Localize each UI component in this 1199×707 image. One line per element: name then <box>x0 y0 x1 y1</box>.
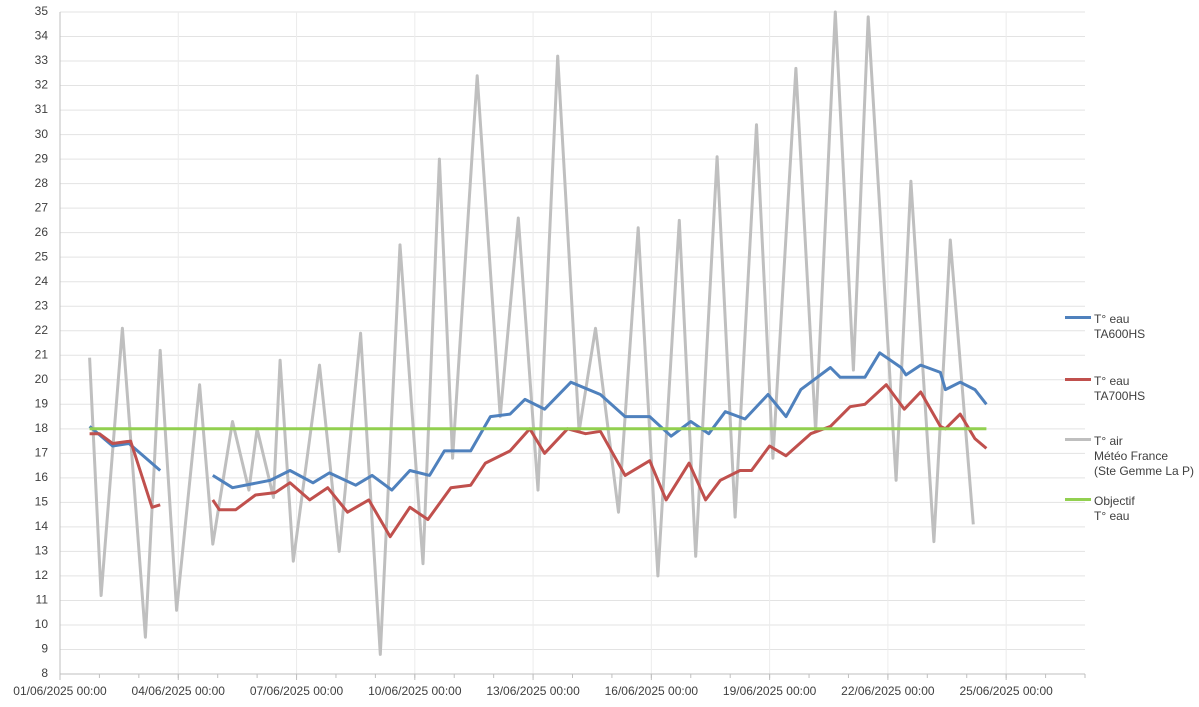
x-tick-label: 16/06/2025 00:00 <box>605 684 699 698</box>
y-tick-label: 22 <box>35 323 49 337</box>
y-tick-label: 32 <box>35 78 49 92</box>
y-tick-label: 24 <box>35 274 49 288</box>
x-tick-label: 04/06/2025 00:00 <box>132 684 226 698</box>
legend-swatch <box>1065 438 1091 441</box>
legend-swatch <box>1065 378 1091 381</box>
y-tick-label: 12 <box>35 568 49 582</box>
y-tick-label: 9 <box>41 642 48 656</box>
y-tick-label: 33 <box>35 53 49 67</box>
y-tick-label: 17 <box>35 446 49 460</box>
x-tick-label: 01/06/2025 00:00 <box>13 684 107 698</box>
y-tick-label: 13 <box>35 544 49 558</box>
y-tick-label: 15 <box>35 495 49 509</box>
y-tick-label: 21 <box>35 347 49 361</box>
y-tick-label: 10 <box>35 617 49 631</box>
y-tick-label: 28 <box>35 176 49 190</box>
y-tick-label: 23 <box>35 298 49 312</box>
series-line <box>88 10 975 656</box>
x-tick-label: 22/06/2025 00:00 <box>841 684 935 698</box>
y-tick-label: 18 <box>35 421 49 435</box>
y-tick-label: 30 <box>35 127 49 141</box>
legend-label: Objectif T° eau <box>1094 494 1135 523</box>
x-tick-label: 19/06/2025 00:00 <box>723 684 817 698</box>
y-tick-label: 29 <box>35 151 49 165</box>
x-tick-label: 10/06/2025 00:00 <box>368 684 462 698</box>
y-tick-label: 20 <box>35 372 49 386</box>
y-tick-label: 14 <box>35 519 49 533</box>
x-tick-label: 25/06/2025 00:00 <box>959 684 1053 698</box>
legend-label: T° air Météo France (Ste Gemme La P) <box>1094 434 1195 478</box>
y-tick-label: 31 <box>35 102 49 116</box>
legend-label: T° eau TA600HS <box>1094 312 1146 341</box>
y-tick-label: 8 <box>41 666 48 680</box>
series-line <box>89 383 988 539</box>
legend-label: T° eau TA700HS <box>1094 374 1146 403</box>
y-tick-label: 16 <box>35 470 49 484</box>
x-tick-label: 13/06/2025 00:00 <box>486 684 580 698</box>
y-tick-label: 11 <box>36 593 49 607</box>
y-tick-label: 35 <box>35 4 49 18</box>
y-tick-label: 25 <box>35 249 49 263</box>
x-tick-label: 07/06/2025 00:00 <box>250 684 344 698</box>
legend-swatch <box>1065 498 1091 501</box>
y-tick-label: 19 <box>35 396 49 410</box>
y-tick-label: 27 <box>35 200 49 214</box>
y-tick-label: 26 <box>35 225 49 239</box>
legend-swatch <box>1065 316 1091 319</box>
y-tick-label: 34 <box>35 29 49 43</box>
